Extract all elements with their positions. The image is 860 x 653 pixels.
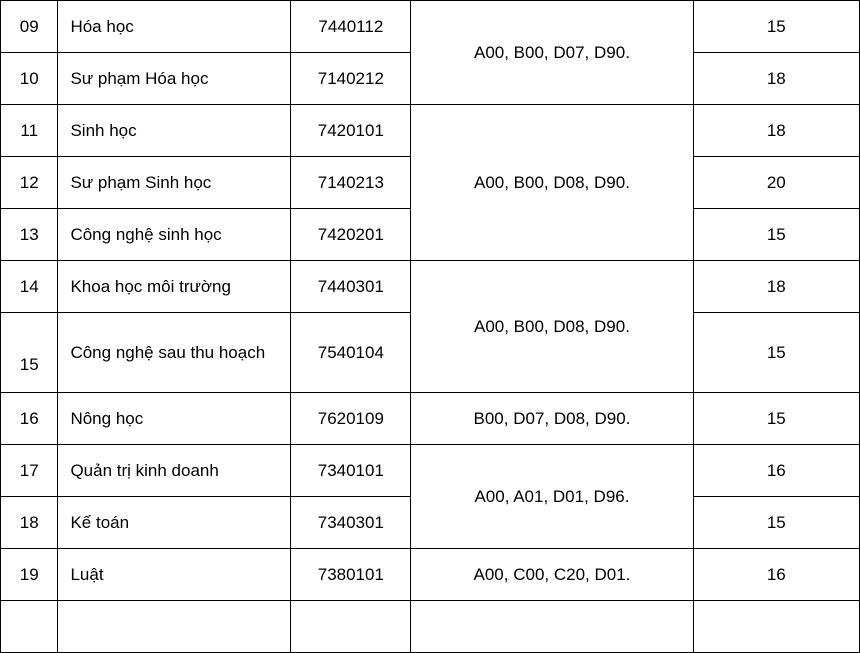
row-number: 12 (1, 157, 58, 209)
major-code: 7620109 (291, 393, 411, 445)
subject-group: A00, B00, D08, D90. (411, 105, 693, 261)
admissions-table: 09 Hóa học 7440112 A00, B00, D07, D90. 1… (0, 0, 860, 653)
score: 20 (693, 157, 859, 209)
score: 15 (693, 313, 859, 393)
score: 16 (693, 445, 859, 497)
row-number: 17 (1, 445, 58, 497)
table-row: 19 Luật 7380101 A00, C00, C20, D01. 16 (1, 549, 860, 601)
row-number: 10 (1, 53, 58, 105)
major-name: Kế toán (58, 497, 291, 549)
row-number: 14 (1, 261, 58, 313)
major-name: Luật (58, 549, 291, 601)
major-name: Sư phạm Hóa học (58, 53, 291, 105)
row-number: 11 (1, 105, 58, 157)
score: 18 (693, 105, 859, 157)
empty-cell (1, 601, 58, 653)
empty-cell (693, 601, 859, 653)
subject-group: A00, B00, D07, D90. (411, 1, 693, 105)
score: 18 (693, 53, 859, 105)
major-code: 7540104 (291, 313, 411, 393)
table-row: 16 Nông học 7620109 B00, D07, D08, D90. … (1, 393, 860, 445)
empty-cell (58, 601, 291, 653)
major-name: Sư phạm Sinh học (58, 157, 291, 209)
table-row: 14 Khoa học môi trường 7440301 A00, B00,… (1, 261, 860, 313)
major-code: 7140212 (291, 53, 411, 105)
score: 15 (693, 393, 859, 445)
table-row: 11 Sinh học 7420101 A00, B00, D08, D90. … (1, 105, 860, 157)
major-code: 7420201 (291, 209, 411, 261)
row-number: 09 (1, 1, 58, 53)
row-number: 18 (1, 497, 58, 549)
major-name: Quản trị kinh doanh (58, 445, 291, 497)
major-code: 7340301 (291, 497, 411, 549)
subject-group: B00, D07, D08, D90. (411, 393, 693, 445)
row-number: 13 (1, 209, 58, 261)
subject-group: A00, C00, C20, D01. (411, 549, 693, 601)
major-code: 7340101 (291, 445, 411, 497)
major-name: Công nghệ sinh học (58, 209, 291, 261)
major-code: 7440112 (291, 1, 411, 53)
major-code: 7440301 (291, 261, 411, 313)
row-number: 15 (1, 313, 58, 393)
major-code: 7140213 (291, 157, 411, 209)
score: 15 (693, 497, 859, 549)
major-name: Hóa học (58, 1, 291, 53)
score: 16 (693, 549, 859, 601)
major-name: Sinh học (58, 105, 291, 157)
empty-cell (411, 601, 693, 653)
major-name: Nông học (58, 393, 291, 445)
score: 15 (693, 209, 859, 261)
row-number: 16 (1, 393, 58, 445)
major-code: 7420101 (291, 105, 411, 157)
major-name: Khoa học môi trường (58, 261, 291, 313)
table-row: 17 Quản trị kinh doanh 7340101 A00, A01,… (1, 445, 860, 497)
table-row (1, 601, 860, 653)
major-name: Công nghệ sau thu hoạch (58, 313, 291, 393)
score: 15 (693, 1, 859, 53)
empty-cell (291, 601, 411, 653)
subject-group: A00, A01, D01, D96. (411, 445, 693, 549)
score: 18 (693, 261, 859, 313)
subject-group: A00, B00, D08, D90. (411, 261, 693, 393)
table-row: 09 Hóa học 7440112 A00, B00, D07, D90. 1… (1, 1, 860, 53)
major-code: 7380101 (291, 549, 411, 601)
row-number: 19 (1, 549, 58, 601)
